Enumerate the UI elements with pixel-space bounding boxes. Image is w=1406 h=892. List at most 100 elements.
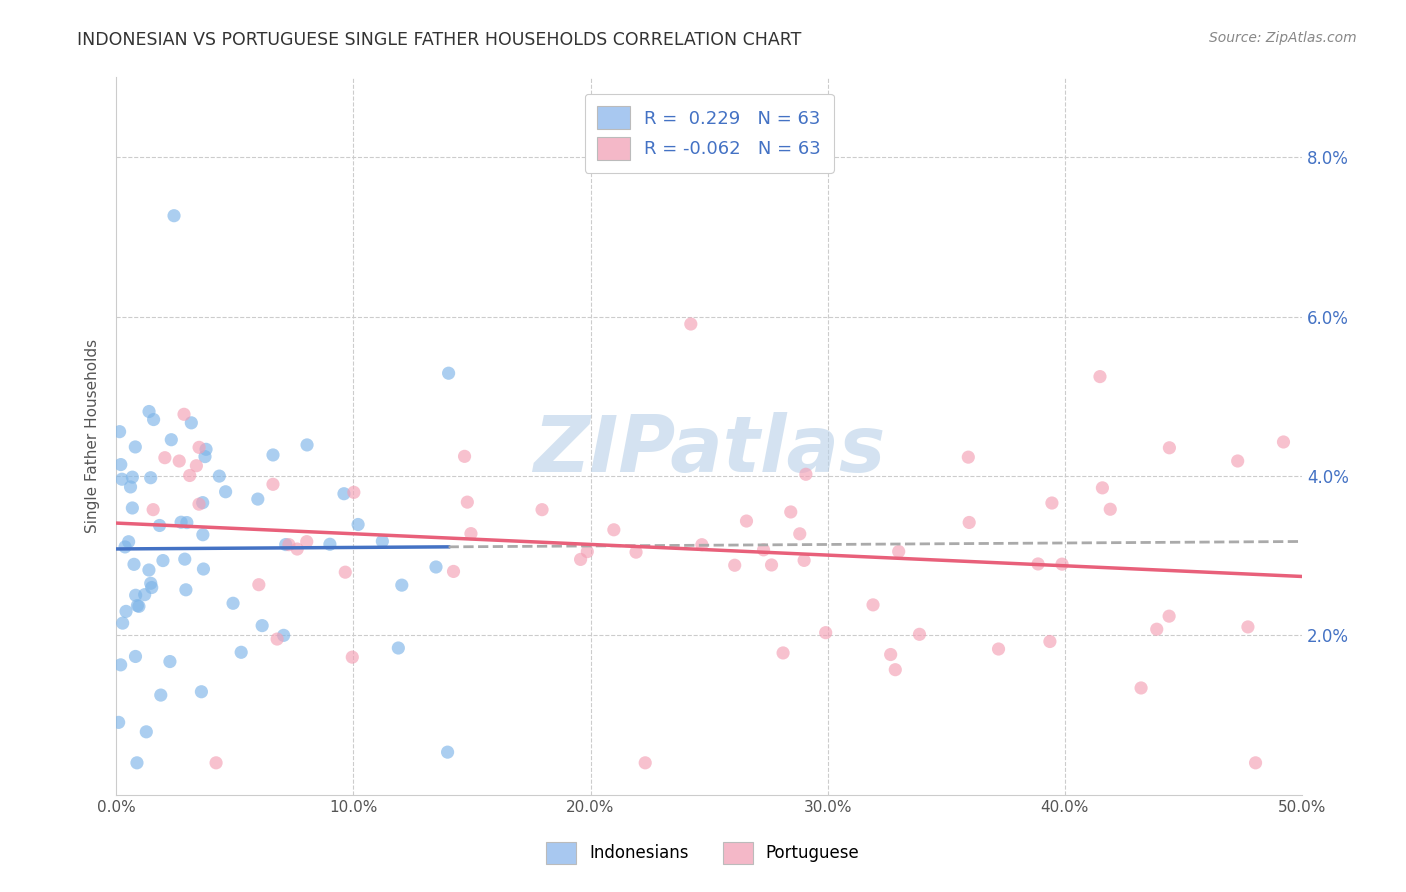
- Point: [173, 552, 195, 566]
- Point: [460, 526, 482, 541]
- Point: [138, 563, 160, 577]
- Point: [624, 545, 647, 559]
- Point: [779, 505, 801, 519]
- Point: [122, 558, 145, 572]
- Point: [188, 497, 211, 511]
- Y-axis label: Single Father Households: Single Father Households: [86, 339, 100, 533]
- Point: [1040, 496, 1063, 510]
- Point: [117, 534, 139, 549]
- Point: [266, 632, 288, 646]
- Point: [149, 688, 172, 702]
- Point: [1244, 756, 1267, 770]
- Point: [167, 454, 190, 468]
- Point: [273, 628, 295, 642]
- Point: [456, 495, 478, 509]
- Point: [347, 517, 370, 532]
- Point: [139, 576, 162, 591]
- Point: [752, 542, 775, 557]
- Point: [141, 581, 163, 595]
- Point: [814, 625, 837, 640]
- Point: [138, 404, 160, 418]
- Point: [121, 470, 143, 484]
- Point: [772, 646, 794, 660]
- Point: [569, 552, 592, 566]
- Point: [110, 458, 132, 472]
- Point: [180, 416, 202, 430]
- Point: [134, 588, 156, 602]
- Point: [139, 471, 162, 485]
- Point: [190, 684, 212, 698]
- Point: [1237, 620, 1260, 634]
- Point: [188, 441, 211, 455]
- Point: [425, 560, 447, 574]
- Point: [148, 518, 170, 533]
- Point: [794, 467, 817, 482]
- Point: [193, 562, 215, 576]
- Point: [1159, 609, 1181, 624]
- Point: [142, 502, 165, 516]
- Point: [115, 604, 138, 618]
- Point: [142, 412, 165, 426]
- Point: [124, 440, 146, 454]
- Point: [1050, 557, 1073, 571]
- Point: [531, 502, 554, 516]
- Point: [250, 618, 273, 632]
- Point: [603, 523, 626, 537]
- Point: [195, 442, 218, 457]
- Point: [121, 500, 143, 515]
- Point: [391, 578, 413, 592]
- Text: INDONESIAN VS PORTUGUESE SINGLE FATHER HOUSEHOLDS CORRELATION CHART: INDONESIAN VS PORTUGUESE SINGLE FATHER H…: [77, 31, 801, 49]
- Point: [135, 724, 157, 739]
- Point: [957, 516, 980, 530]
- Point: [1146, 622, 1168, 636]
- Point: [159, 655, 181, 669]
- Point: [120, 480, 142, 494]
- Point: [262, 448, 284, 462]
- Point: [319, 537, 342, 551]
- Point: [761, 558, 783, 572]
- Point: [128, 599, 150, 614]
- Point: [124, 649, 146, 664]
- Point: [862, 598, 884, 612]
- Point: [735, 514, 758, 528]
- Point: [679, 317, 702, 331]
- Point: [453, 450, 475, 464]
- Point: [127, 599, 149, 613]
- Text: ZIPatlas: ZIPatlas: [533, 412, 886, 489]
- Point: [173, 407, 195, 421]
- Point: [110, 657, 132, 672]
- Point: [111, 616, 134, 631]
- Point: [1026, 557, 1049, 571]
- Point: [231, 645, 253, 659]
- Point: [793, 553, 815, 567]
- Point: [576, 544, 599, 558]
- Point: [160, 433, 183, 447]
- Point: [295, 438, 318, 452]
- Point: [152, 553, 174, 567]
- Point: [1226, 454, 1249, 468]
- Point: [186, 458, 208, 473]
- Point: [114, 540, 136, 554]
- Point: [153, 450, 176, 465]
- Point: [191, 527, 214, 541]
- Point: [163, 209, 186, 223]
- Point: [437, 366, 460, 380]
- Point: [789, 526, 811, 541]
- Point: [887, 544, 910, 558]
- Point: [176, 516, 198, 530]
- Point: [1091, 481, 1114, 495]
- Point: [987, 642, 1010, 657]
- Point: [194, 450, 217, 464]
- Point: [1039, 634, 1062, 648]
- Point: [690, 538, 713, 552]
- Point: [957, 450, 980, 465]
- Point: [124, 588, 146, 602]
- Point: [262, 477, 284, 491]
- Point: [170, 515, 193, 529]
- Legend: Indonesians, Portuguese: Indonesians, Portuguese: [540, 836, 866, 871]
- Point: [295, 534, 318, 549]
- Point: [107, 715, 129, 730]
- Point: [108, 425, 131, 439]
- Point: [179, 468, 201, 483]
- Point: [879, 648, 901, 662]
